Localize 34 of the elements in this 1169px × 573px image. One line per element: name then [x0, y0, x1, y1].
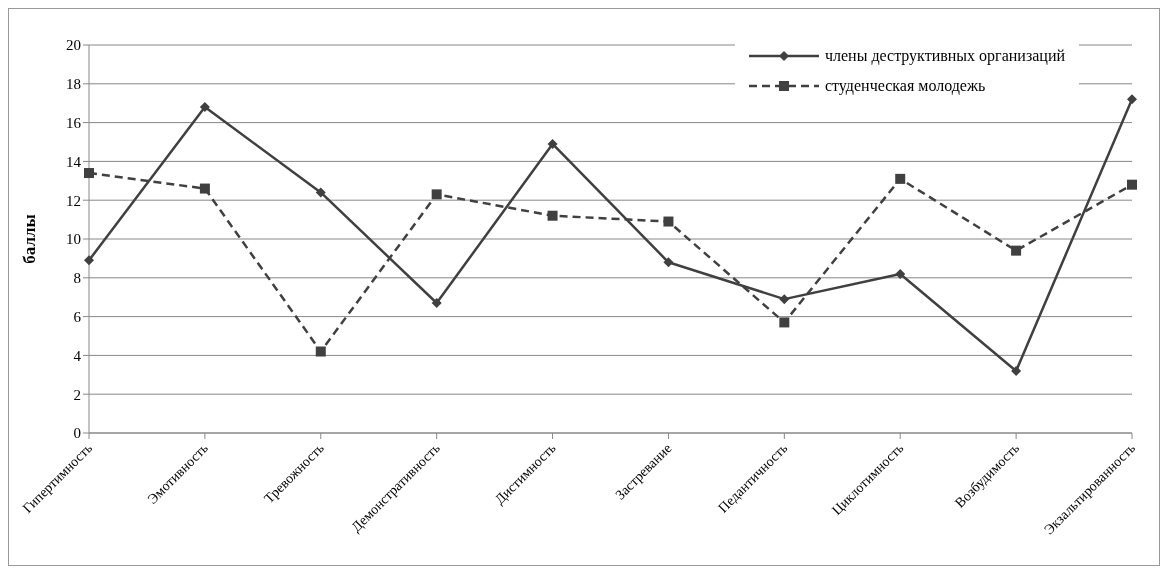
- point: [779, 294, 790, 305]
- point: [1127, 94, 1137, 105]
- y-tick-label: 8: [73, 270, 81, 287]
- point: [315, 346, 326, 357]
- point: [315, 187, 326, 198]
- y-tick-label: 12: [66, 192, 81, 209]
- y-tick-label: 4: [73, 347, 82, 364]
- point: [1011, 245, 1022, 256]
- y-axis-title: баллы: [20, 214, 40, 264]
- point: [84, 168, 94, 179]
- point: [547, 138, 558, 149]
- point: [1127, 179, 1137, 190]
- y-tick-label: 2: [73, 386, 81, 403]
- point: [199, 183, 210, 194]
- point: [84, 255, 94, 266]
- y-tick-label: 18: [66, 76, 81, 93]
- legend-label: члены деструктивных организаций: [824, 47, 1065, 65]
- point: [663, 216, 674, 227]
- point: [431, 298, 442, 309]
- point: [895, 173, 906, 184]
- y-tick-label: 20: [66, 37, 81, 54]
- legend-label: студенческая молодежь: [824, 77, 986, 95]
- point: [1011, 365, 1022, 376]
- y-tick-label: 14: [66, 153, 82, 170]
- point: [779, 317, 790, 328]
- point: [663, 257, 674, 268]
- point: [431, 189, 442, 200]
- y-tick-label: 6: [73, 308, 82, 325]
- y-tick-label: 16: [66, 114, 82, 131]
- point: [895, 268, 906, 279]
- point: [547, 210, 558, 221]
- point: [199, 102, 210, 113]
- y-tick-label: 10: [66, 231, 81, 248]
- y-tick-label: 0: [73, 425, 81, 442]
